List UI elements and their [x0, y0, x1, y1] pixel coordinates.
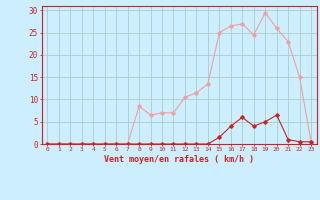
- X-axis label: Vent moyen/en rafales ( km/h ): Vent moyen/en rafales ( km/h ): [104, 155, 254, 164]
